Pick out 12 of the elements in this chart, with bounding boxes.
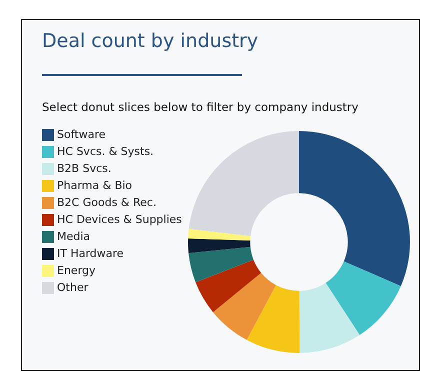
chart-title: Deal count by industry (42, 30, 258, 52)
legend-label: Other (57, 281, 88, 294)
legend-label: Software (57, 128, 106, 141)
legend-label: B2C Goods & Rec. (57, 196, 156, 209)
legend-label: Media (57, 230, 90, 243)
chart-subtitle: Select donut slices below to filter by company industry (42, 100, 358, 114)
legend-label: HC Devices & Supplies (57, 213, 182, 226)
legend-label: Energy (57, 264, 96, 277)
legend-label: B2B Svcs. (57, 162, 112, 175)
legend-label: IT Hardware (57, 247, 124, 260)
legend-label: Pharma & Bio (57, 179, 132, 192)
legend-label: HC Svcs. & Systs. (57, 145, 154, 158)
